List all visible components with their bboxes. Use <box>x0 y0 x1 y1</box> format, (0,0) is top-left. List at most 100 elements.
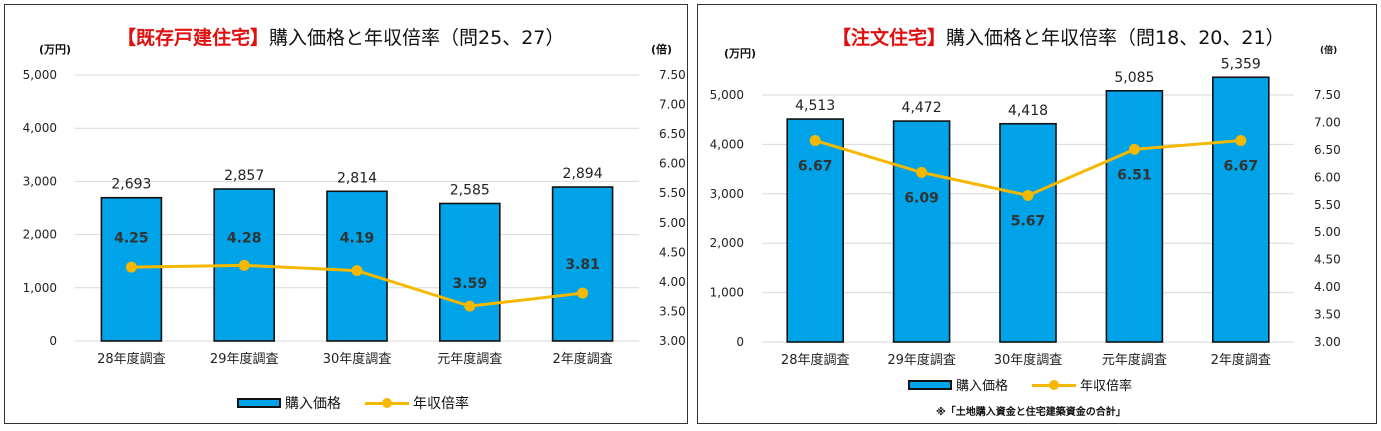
left-tick-label: 5,000 <box>710 88 744 102</box>
bar-value-label: 2,814 <box>337 170 377 186</box>
ratio-point <box>577 287 589 299</box>
bar <box>100 196 163 342</box>
right-tick-label: 4.00 <box>659 275 686 289</box>
bar-value-label: 2,894 <box>563 166 603 182</box>
ratio-point <box>351 265 363 277</box>
ratio-value-label: 6.67 <box>1224 159 1259 175</box>
ratio-value-label: 6.67 <box>798 159 833 175</box>
ratio-point <box>809 135 821 147</box>
right-tick-label: 6.00 <box>1314 170 1341 184</box>
right-tick-label: 4.50 <box>659 245 686 259</box>
bar-value-label: 5,085 <box>1114 70 1154 86</box>
chart-title: 【注文住宅】購入価格と年収倍率（問18、20、21） <box>832 23 1285 50</box>
ratio-value-label: 3.59 <box>453 276 488 292</box>
left-tick-label: 3,000 <box>23 174 57 188</box>
bar <box>999 122 1057 343</box>
chart-panel-custom-house: 【注文住宅】購入価格と年収倍率（問18、20、21） (万円) (倍) 0 1,0… <box>697 4 1377 424</box>
bar-value-label: 2,585 <box>450 182 490 198</box>
title-rest: 購入価格と年収倍率（問18、20、21） <box>946 27 1285 49</box>
right-tick-label: 3.00 <box>1314 335 1341 349</box>
left-axis-unit: (万円) <box>39 43 72 56</box>
right-axis-unit: (倍) <box>1320 46 1338 56</box>
right-tick-label: 3.50 <box>1314 308 1341 322</box>
ratio-point <box>464 300 476 312</box>
legend-swatch-bar <box>908 379 952 390</box>
bar <box>551 186 614 342</box>
right-tick-label: 5.50 <box>659 186 686 200</box>
legend-swatch-line <box>365 398 409 408</box>
bar <box>892 120 951 343</box>
left-tick-label: 0 <box>49 334 57 348</box>
left-tick-label: 1,000 <box>710 286 744 300</box>
ratio-point <box>916 166 928 178</box>
left-tick-label: 2,000 <box>710 236 744 250</box>
ratio-value-label: 4.19 <box>340 231 375 247</box>
right-tick-label: 7.00 <box>1314 115 1341 129</box>
title-highlight: 【既存戸建住宅】 <box>117 27 270 49</box>
legend-label-line: 年収倍率 <box>413 396 469 412</box>
category-label: 30年度調査 <box>994 352 1063 368</box>
legend-label-line: 年収倍率 <box>1080 379 1133 394</box>
chart-plot: 0 1,000 2,000 3,000 4,000 5,000 3.00 3.50 4.00 4.… <box>710 56 1341 368</box>
ratio-value-label: 4.25 <box>114 231 149 247</box>
left-axis-unit: (万円) <box>724 47 757 60</box>
right-tick-label: 5.00 <box>1314 225 1341 239</box>
bar <box>438 202 501 342</box>
right-tick-label: 7.50 <box>659 68 686 82</box>
legend-label-bar: 購入価格 <box>285 396 341 412</box>
title-highlight: 【注文住宅】 <box>832 27 947 49</box>
ratio-point <box>1128 143 1140 155</box>
ratio-point <box>1022 189 1034 201</box>
left-tick-label: 2,000 <box>23 228 57 242</box>
right-tick-label: 7.00 <box>659 98 686 112</box>
chart-plot: 0 1,000 2,000 3,000 4,000 5,000 3.00 3.50 4.00 4.… <box>23 68 686 367</box>
ratio-value-label: 5.67 <box>1011 213 1046 229</box>
ratio-point <box>125 261 137 273</box>
category-label: 元年度調査 <box>437 351 502 367</box>
right-tick-label: 3.00 <box>659 334 686 348</box>
category-label: 2年度調査 <box>1211 352 1271 368</box>
ratio-value-label: 6.09 <box>904 190 939 206</box>
bar-value-label: 4,513 <box>795 98 835 114</box>
category-label: 29年度調査 <box>210 351 279 367</box>
chart-panel-existing-house: 【既存戸建住宅】購入価格と年収倍率（問25、27） (万円) (倍) 0 1,00… <box>4 4 688 424</box>
ratio-value-label: 3.81 <box>565 257 600 273</box>
bar <box>1211 76 1270 343</box>
right-tick-label: 5.00 <box>659 216 686 230</box>
ratio-value-label: 6.51 <box>1117 167 1152 183</box>
right-tick-label: 6.50 <box>1314 143 1341 157</box>
ratio-value-label: 4.28 <box>227 231 262 247</box>
left-tick-label: 5,000 <box>23 68 57 82</box>
legend-swatch-bar <box>237 398 281 408</box>
left-tick-label: 4,000 <box>23 121 57 135</box>
category-label: 28年度調査 <box>781 352 850 368</box>
right-axis-unit: (倍) <box>651 43 673 56</box>
category-label: 30年度調査 <box>323 351 392 367</box>
bar-value-label: 5,359 <box>1221 56 1261 72</box>
chart-title: 【既存戸建住宅】購入価格と年収倍率（問25、27） <box>117 23 564 50</box>
category-label: 2年度調査 <box>552 351 612 367</box>
right-tick-label: 5.50 <box>1314 198 1341 212</box>
category-label: 元年度調査 <box>1102 352 1167 368</box>
bar-value-label: 2,693 <box>111 177 151 193</box>
right-tick-label: 7.50 <box>1314 88 1341 102</box>
bar <box>1105 90 1164 343</box>
right-tick-label: 6.50 <box>659 127 686 141</box>
bar-value-label: 2,857 <box>224 168 264 184</box>
bar-value-label: 4,418 <box>1008 103 1048 119</box>
legend: 購入価格 年収倍率 <box>237 393 469 413</box>
category-label: 29年度調査 <box>887 352 956 368</box>
ratio-point <box>238 259 250 271</box>
bar-value-label: 4,472 <box>902 100 942 116</box>
right-tick-label: 3.50 <box>659 304 686 318</box>
ratio-point <box>1235 135 1247 147</box>
left-tick-label: 4,000 <box>710 137 744 151</box>
legend-swatch-line <box>1032 379 1077 390</box>
right-tick-label: 4.00 <box>1314 280 1341 294</box>
legend: 購入価格 年収倍率 <box>908 375 1132 394</box>
legend-label-bar: 購入価格 <box>956 379 1009 394</box>
category-label: 28年度調査 <box>97 351 166 367</box>
right-tick-label: 4.50 <box>1314 253 1341 267</box>
right-tick-label: 6.00 <box>659 157 686 171</box>
title-rest: 購入価格と年収倍率（問25、27） <box>269 27 565 49</box>
